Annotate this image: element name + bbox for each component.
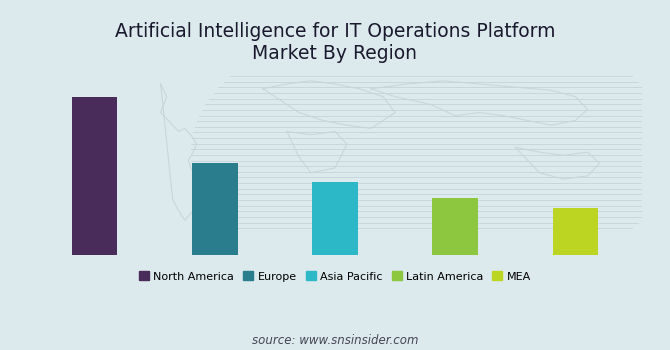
Bar [432, 198, 478, 255]
Title: Artificial Intelligence for IT Operations Platform
Market By Region: Artificial Intelligence for IT Operation… [115, 22, 555, 63]
Bar [312, 182, 358, 255]
Legend: North America, Europe, Asia Pacific, Latin America, MEA: North America, Europe, Asia Pacific, Lat… [135, 267, 535, 286]
Text: source: www.snsinsider.com: source: www.snsinsider.com [252, 334, 418, 346]
Bar [72, 97, 117, 255]
Bar [192, 163, 238, 255]
Bar [553, 208, 598, 255]
